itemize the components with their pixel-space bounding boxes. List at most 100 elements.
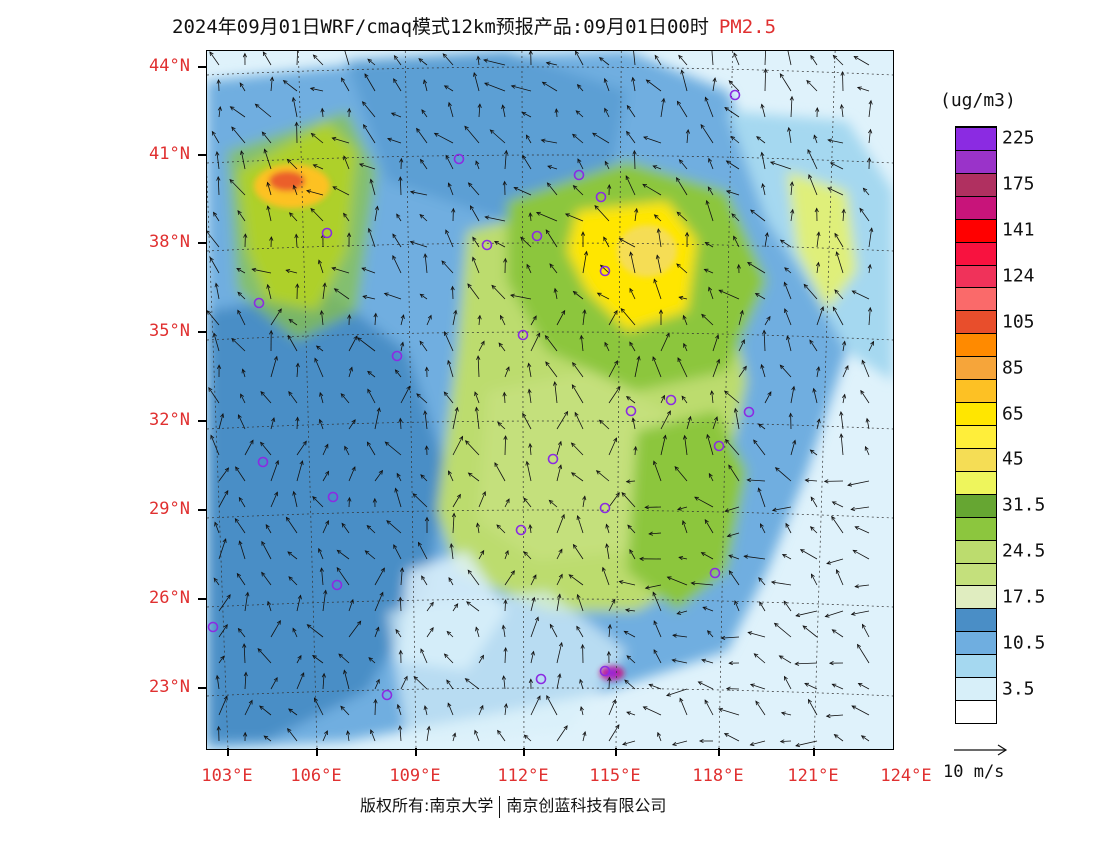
wind-vector	[556, 725, 568, 742]
wind-vector	[496, 524, 506, 534]
wind-vector	[397, 704, 402, 716]
wind-vector-head	[625, 396, 631, 401]
wind-vector-head	[629, 251, 634, 257]
wind-vector	[426, 602, 434, 612]
wind-vector	[504, 498, 510, 508]
wind-vector-head	[503, 599, 508, 604]
pm25-map[interactable]	[206, 50, 894, 750]
wind-vector-head	[762, 329, 767, 335]
wind-vector	[444, 85, 454, 92]
wind-vector-head	[558, 641, 563, 647]
wind-vector	[860, 390, 870, 404]
wind-vector	[571, 384, 584, 404]
legend-color-cell	[956, 585, 996, 609]
wind-vector	[632, 418, 636, 430]
wind-vector	[571, 442, 584, 456]
wind-vector	[395, 369, 402, 378]
wind-vector	[556, 642, 563, 664]
wind-vector	[676, 263, 688, 274]
wind-vector-head	[320, 107, 325, 113]
wind-vector	[400, 342, 404, 352]
wind-vector-head	[844, 365, 849, 370]
wind-vector	[785, 523, 792, 534]
legend-color-cell	[956, 425, 996, 448]
wind-vector-head	[766, 315, 771, 321]
wind-vector-head	[532, 315, 537, 321]
wind-vector	[608, 624, 611, 638]
wind-vector	[620, 308, 636, 326]
wind-vector	[210, 435, 220, 456]
wind-vector-head	[839, 103, 844, 109]
wind-vector-head	[832, 306, 837, 312]
wind-vector	[374, 206, 378, 222]
wind-vector	[263, 735, 272, 742]
wind-vector	[338, 653, 350, 664]
wind-vector-head	[292, 627, 297, 633]
wind-vector	[711, 51, 714, 66]
wind-vector	[574, 412, 584, 430]
wind-vector	[761, 104, 766, 118]
wind-vector	[426, 315, 432, 326]
wind-vector-head	[658, 309, 664, 314]
wind-vector	[790, 96, 793, 118]
wind-vector-head	[536, 332, 541, 338]
wind-vector	[811, 574, 818, 586]
longitude-tick	[415, 748, 417, 756]
station-marker	[321, 227, 333, 239]
wind-vector-head	[367, 388, 372, 394]
wind-vector-head	[705, 199, 710, 205]
wind-vector	[238, 628, 246, 638]
wind-vector	[779, 73, 792, 92]
wind-vector-head	[676, 177, 681, 182]
wind-vector-head	[728, 554, 733, 559]
wind-vector-head	[579, 334, 584, 340]
wind-reference-label: 10 m/s	[943, 762, 1005, 782]
wind-vector	[452, 407, 458, 430]
wind-vector-head	[834, 289, 839, 294]
wind-vector	[858, 683, 870, 690]
longitude-gridline	[615, 51, 622, 749]
wind-vector	[310, 208, 324, 222]
wind-vector-head	[781, 554, 787, 558]
wind-vector-head	[747, 262, 752, 267]
wind-vector-head	[682, 520, 686, 525]
wind-vector-head	[240, 393, 245, 399]
legend-color-cell	[956, 149, 996, 173]
wind-vector-head	[783, 281, 788, 287]
wind-vector	[344, 446, 350, 456]
wind-vector	[706, 434, 714, 456]
wind-vector	[292, 97, 298, 118]
wind-vector	[399, 597, 402, 612]
wind-vector	[827, 187, 844, 196]
wind-vector-head	[629, 287, 634, 293]
wind-vector	[393, 544, 402, 560]
wind-vector-head	[856, 86, 862, 91]
wind-vector-head	[746, 478, 752, 483]
wind-vector	[795, 662, 818, 665]
latitude-label: 38°N	[149, 232, 190, 252]
wind-vector	[374, 568, 385, 586]
station-marker	[599, 265, 611, 277]
wind-vector	[629, 341, 636, 352]
wind-vector	[412, 493, 428, 508]
wind-vector-head	[574, 411, 579, 417]
wind-vector-head	[554, 108, 559, 113]
wind-vector	[643, 136, 662, 144]
wind-vector-head	[317, 259, 322, 265]
wind-vector-head	[372, 497, 377, 503]
wind-vector-head	[447, 182, 452, 188]
wind-vector	[556, 549, 563, 560]
wind-vector	[400, 314, 404, 326]
wind-vector-head	[398, 176, 403, 181]
wind-vector	[361, 267, 376, 274]
wind-vector-head	[285, 516, 291, 522]
wind-vector	[565, 213, 584, 222]
wind-vector	[452, 286, 454, 300]
wind-vector	[556, 465, 562, 482]
station-marker	[743, 406, 755, 418]
wind-vector-head	[677, 357, 682, 362]
wind-vector-head	[419, 340, 424, 346]
wind-vector	[318, 260, 324, 274]
wind-vector	[816, 366, 820, 378]
wind-vector-head	[580, 643, 585, 649]
